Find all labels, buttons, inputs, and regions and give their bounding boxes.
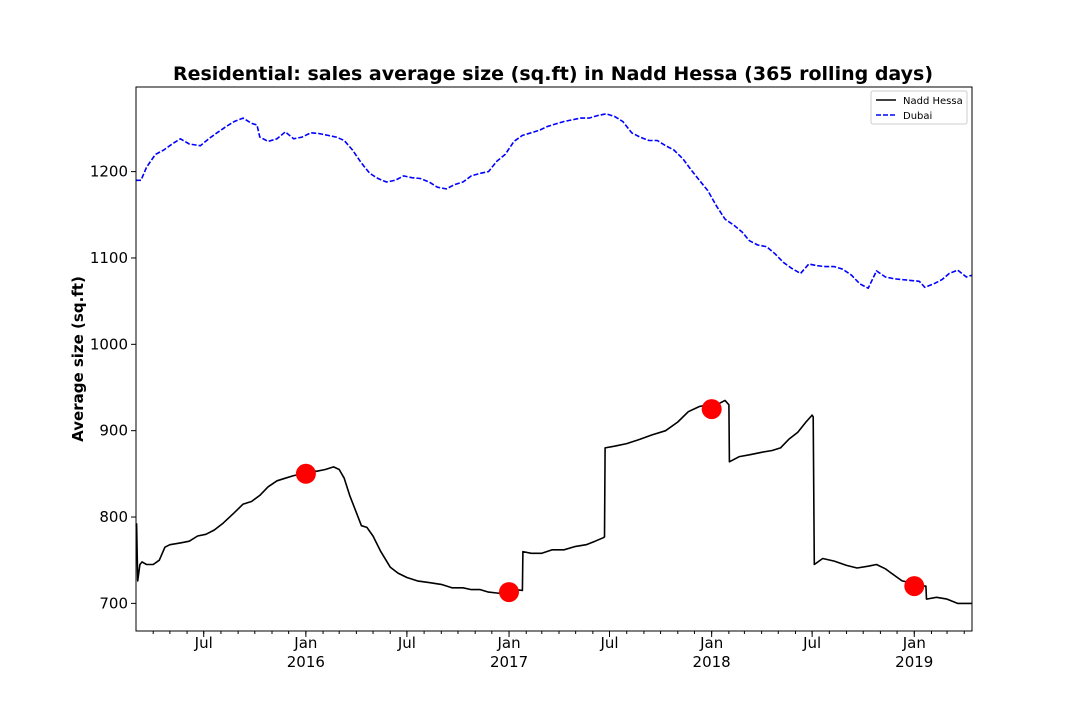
chart-title: Residential: sales average size (sq.ft) … — [173, 63, 933, 85]
x-tick-year-label: 2017 — [490, 653, 528, 671]
x-tick-year-label: 2018 — [693, 653, 731, 671]
x-tick-label: Jan — [902, 634, 926, 652]
x-tick-label: Jul — [802, 634, 821, 652]
y-axis: 700 800 900 1000 1100 1200 — [90, 163, 136, 612]
y-tick-label: 1000 — [90, 335, 128, 353]
x-tick-label: Jul — [599, 634, 618, 652]
legend-label-dubai: Dubai — [903, 111, 932, 122]
series-line-nadd-hessa — [135, 399, 972, 605]
x-tick-label: Jan — [293, 634, 317, 652]
y-tick-label: 900 — [99, 422, 128, 440]
x-tick-year-label: 2019 — [895, 653, 933, 671]
marker-layer — [295, 399, 925, 603]
data-marker — [701, 399, 722, 420]
plot-area — [135, 86, 973, 632]
data-marker — [295, 463, 316, 484]
legend: Nadd Hessa Dubai — [870, 90, 968, 125]
data-marker — [499, 582, 519, 603]
legend-label-nadd-hessa: Nadd Hessa — [903, 96, 963, 107]
x-tick-label: Jan — [496, 634, 520, 652]
y-tick-label: 700 — [99, 594, 128, 612]
data-marker — [904, 576, 925, 597]
y-tick-label: 1200 — [90, 163, 128, 181]
x-tick-year-label: 2016 — [287, 653, 325, 671]
plot-frame — [135, 86, 973, 632]
x-tick-label: Jan — [699, 634, 723, 652]
series-line-dubai — [136, 113, 973, 289]
x-tick-label: Jul — [397, 634, 416, 652]
series-layer — [135, 113, 973, 605]
y-tick-label: 800 — [99, 508, 128, 526]
x-tick-label: Jul — [194, 634, 213, 652]
y-axis-label: Average size (sq.ft) — [69, 276, 87, 442]
y-tick-label: 1100 — [90, 249, 128, 267]
